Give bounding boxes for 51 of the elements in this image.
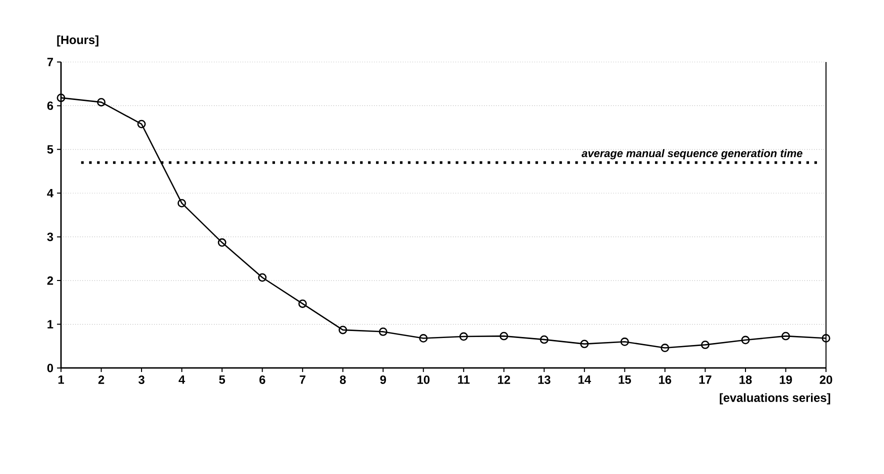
x-tick-label: 5	[219, 376, 226, 384]
x-axis-title: [evaluations series]	[720, 393, 830, 404]
ref-line-label: average manual sequence generation time	[582, 149, 802, 160]
point	[741, 336, 750, 344]
x-tick-label: 4	[178, 376, 186, 384]
x-tick-label: 7	[300, 376, 306, 384]
point	[137, 120, 146, 128]
x-tick-label: 8	[340, 375, 346, 384]
y-tick-label: 3	[47, 232, 54, 242]
y-tick-label: 0	[47, 364, 54, 372]
y-tick-label: 4	[47, 189, 54, 198]
y-axis-title: [Hours]	[57, 35, 98, 46]
point	[178, 198, 186, 208]
point	[218, 238, 226, 247]
x-tick-label: 3	[138, 375, 144, 384]
point	[782, 332, 790, 340]
point	[620, 338, 629, 346]
point	[338, 326, 348, 334]
x-tick-label: 16	[659, 375, 672, 384]
point	[540, 335, 548, 344]
point	[500, 332, 508, 340]
x-tick-label: 19	[780, 375, 792, 384]
x-tick-label: 11	[458, 376, 470, 384]
point	[700, 340, 710, 350]
x-tick-label: 14	[578, 376, 592, 384]
y-tick-label: 6	[47, 101, 54, 110]
x-tick-label: 18	[740, 375, 752, 384]
point	[97, 98, 106, 106]
x-tick-label: 2	[98, 375, 104, 384]
x-tick-label: 9	[380, 375, 386, 384]
x-tick-label: 6	[259, 375, 266, 384]
y-tick-label: 5	[47, 145, 54, 154]
point	[660, 344, 670, 352]
x-tick-label: 13	[538, 375, 550, 384]
point	[580, 340, 589, 348]
point	[378, 327, 388, 336]
point	[459, 332, 468, 341]
x-tick-label: 17	[699, 376, 712, 384]
y-tick-label: 1	[48, 320, 54, 328]
point	[258, 273, 267, 282]
x-tick-label: 15	[618, 376, 632, 384]
point	[822, 334, 830, 342]
x-tick-label: 1	[58, 376, 64, 384]
y-tick-label: 2	[47, 276, 54, 285]
y-tick-label: 7	[47, 58, 53, 66]
point	[56, 94, 66, 102]
x-tick-label: 12	[498, 375, 510, 384]
point	[298, 299, 307, 308]
x-tick-label: 20	[820, 375, 832, 384]
x-tick-label: 10	[417, 375, 430, 384]
point	[419, 334, 428, 342]
